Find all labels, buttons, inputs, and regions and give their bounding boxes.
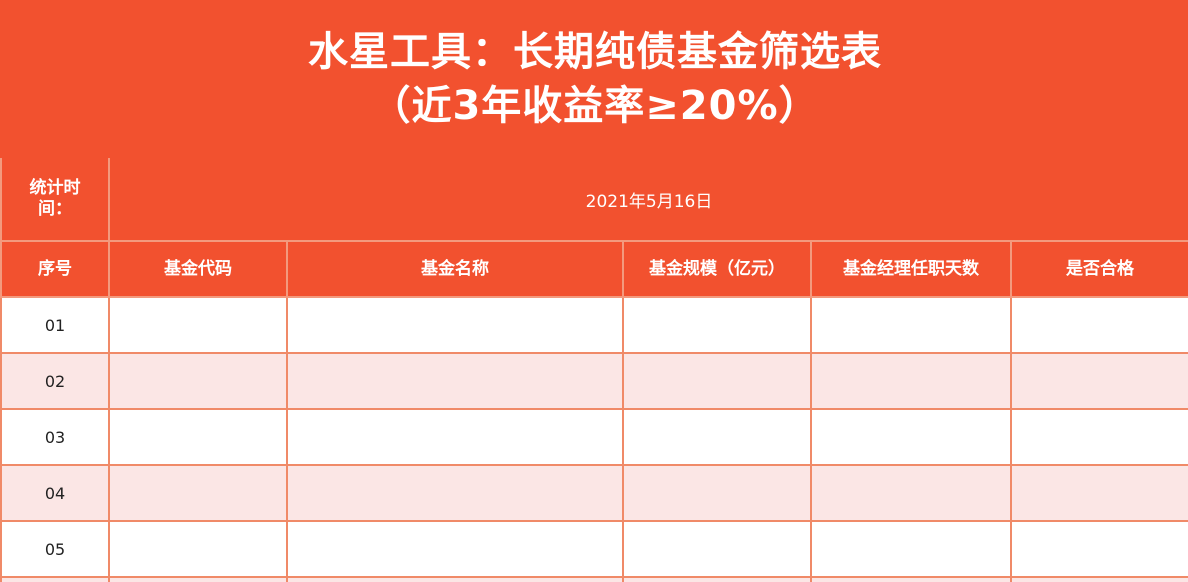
- cell-fund-name[interactable]: [286, 464, 624, 522]
- table-row: 03: [0, 408, 1188, 466]
- cell-fund-code[interactable]: [108, 576, 288, 582]
- cell-fund-name[interactable]: [286, 520, 624, 578]
- cell-fund-scale[interactable]: [622, 408, 812, 466]
- cell-fund-scale[interactable]: [622, 576, 812, 582]
- sheet-title: 水星工具：长期纯债基金筛选表 （近3年收益率≥20%）: [0, 0, 1188, 158]
- cell-manager-days[interactable]: [810, 296, 1012, 354]
- cell-fund-scale[interactable]: [622, 520, 812, 578]
- header-fund-scale[interactable]: 基金规模（亿元）: [622, 240, 812, 298]
- cell-fund-code[interactable]: [108, 408, 288, 466]
- cell-index[interactable]: [0, 576, 110, 582]
- cell-fund-scale[interactable]: [622, 464, 812, 522]
- header-fund-name[interactable]: 基金名称: [286, 240, 624, 298]
- cell-fund-name[interactable]: [286, 576, 624, 582]
- cell-index[interactable]: 01: [0, 296, 110, 354]
- cell-qualified[interactable]: [1010, 464, 1188, 522]
- sheet-title-line-1: 水星工具：长期纯债基金筛选表: [308, 29, 882, 75]
- sheet-title-line-2: （近3年收益率≥20%）: [370, 83, 820, 129]
- stat-time-value[interactable]: 2021年5月16日: [108, 156, 1188, 242]
- cell-index[interactable]: 05: [0, 520, 110, 578]
- cell-manager-days[interactable]: [810, 352, 1012, 410]
- title-row: 水星工具：长期纯债基金筛选表 （近3年收益率≥20%）: [0, 0, 1188, 158]
- cell-fund-name[interactable]: [286, 352, 624, 410]
- table-row: 02: [0, 352, 1188, 410]
- cell-fund-scale[interactable]: [622, 296, 812, 354]
- cell-fund-code[interactable]: [108, 296, 288, 354]
- header-fund-code[interactable]: 基金代码: [108, 240, 288, 298]
- cell-fund-scale[interactable]: [622, 352, 812, 410]
- stat-time-label[interactable]: 统计时间：: [0, 156, 110, 242]
- cell-manager-days[interactable]: [810, 576, 1012, 582]
- cell-fund-name[interactable]: [286, 408, 624, 466]
- stat-time-row: 统计时间： 2021年5月16日: [0, 156, 1188, 242]
- cell-index[interactable]: 04: [0, 464, 110, 522]
- cell-index[interactable]: 03: [0, 408, 110, 466]
- cell-fund-name[interactable]: [286, 296, 624, 354]
- cell-qualified[interactable]: [1010, 576, 1188, 582]
- cell-qualified[interactable]: [1010, 408, 1188, 466]
- table-row: [0, 576, 1188, 582]
- header-manager-days[interactable]: 基金经理任职天数: [810, 240, 1012, 298]
- cell-qualified[interactable]: [1010, 296, 1188, 354]
- cell-fund-code[interactable]: [108, 464, 288, 522]
- cell-manager-days[interactable]: [810, 408, 1012, 466]
- table-row: 01: [0, 296, 1188, 354]
- table-row: 05: [0, 520, 1188, 578]
- header-qualified[interactable]: 是否合格: [1010, 240, 1188, 298]
- cell-fund-code[interactable]: [108, 352, 288, 410]
- cell-index[interactable]: 02: [0, 352, 110, 410]
- table-row: 04: [0, 464, 1188, 522]
- header-index[interactable]: 序号: [0, 240, 110, 298]
- column-header-row: 序号 基金代码 基金名称 基金规模（亿元） 基金经理任职天数 是否合格: [0, 240, 1188, 298]
- cell-qualified[interactable]: [1010, 520, 1188, 578]
- cell-qualified[interactable]: [1010, 352, 1188, 410]
- cell-manager-days[interactable]: [810, 464, 1012, 522]
- cell-manager-days[interactable]: [810, 520, 1012, 578]
- cell-fund-code[interactable]: [108, 520, 288, 578]
